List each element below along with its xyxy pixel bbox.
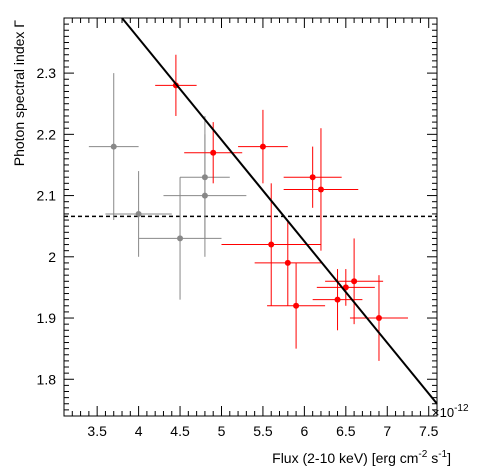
- x-axis-title: Flux (2-10 keV) [erg cm-2 s-1]: [272, 449, 451, 466]
- y-tick-label: 1.9: [37, 310, 57, 326]
- gray-data-point: [105, 171, 172, 257]
- y-tick-labels: 1.8 1.9 2 2.1 2.2 2.3: [37, 65, 57, 387]
- x-axis-exponent-power: -12: [454, 403, 469, 414]
- x-tick-label: 5: [218, 423, 226, 439]
- plot-area: [63, 17, 438, 417]
- gray-data-point: [163, 134, 247, 257]
- x-tick-labels: 3.5 4 4.5 5 5.5 6 6.5 7 7.5: [87, 423, 438, 439]
- x-tick-label: 5.5: [253, 423, 273, 439]
- x-axis-exponent-base: ×10: [432, 405, 454, 420]
- red-data-point: [267, 262, 326, 349]
- gray-data-point: [138, 177, 222, 300]
- data-marker: [334, 296, 341, 303]
- y-tick-label: 2.1: [37, 188, 57, 204]
- x-axis-exponent: ×10-12: [432, 403, 469, 420]
- x-tick-label: 7.5: [419, 423, 439, 439]
- red-data-point: [316, 269, 375, 306]
- red-data-point: [283, 128, 359, 251]
- red-data-point: [184, 122, 243, 184]
- y-tick-label: 2.2: [37, 126, 57, 142]
- red-data-point: [221, 183, 321, 306]
- data-marker: [309, 174, 316, 181]
- data-marker: [317, 186, 324, 193]
- y-axis-title: Photon spectral index Γ: [11, 20, 27, 167]
- data-marker: [201, 192, 208, 199]
- data-marker: [110, 143, 117, 150]
- x-axis-title-sup2: -1: [438, 449, 447, 460]
- red-data-point: [238, 109, 288, 184]
- x-tick-label: 7: [383, 423, 391, 439]
- data-marker: [351, 278, 358, 285]
- data-marker: [284, 259, 291, 266]
- red-data-point: [254, 220, 321, 306]
- x-tick-label: 3.5: [87, 423, 107, 439]
- data-marker: [135, 210, 142, 217]
- data-marker: [259, 143, 266, 150]
- x-tick-label: 4.5: [170, 423, 190, 439]
- y-tick-label: 1.8: [37, 371, 57, 387]
- x-axis-title-sup1: -2: [418, 449, 427, 460]
- data-marker: [293, 302, 300, 309]
- red-data-point: [283, 146, 342, 208]
- linear-fit-line: [121, 17, 438, 405]
- x-tick-label: 6: [300, 423, 308, 439]
- y-tick-label: 2: [48, 249, 56, 265]
- gray-data-point: [88, 73, 139, 221]
- x-axis-title-main: Flux (2-10 keV) [erg cm: [272, 450, 418, 466]
- red-data-point: [325, 238, 384, 325]
- x-tick-label: 4: [135, 423, 143, 439]
- x-axis-title-mid: s: [427, 450, 438, 466]
- red-data-point: [312, 269, 363, 331]
- data-points: [64, 17, 438, 405]
- red-data-point: [349, 275, 408, 361]
- data-marker: [375, 315, 382, 322]
- x-axis-title-end: ]: [447, 450, 451, 466]
- data-marker: [268, 241, 275, 248]
- data-marker: [177, 235, 184, 242]
- data-marker: [210, 149, 217, 156]
- y-tick-label: 2.3: [37, 65, 57, 81]
- x-tick-label: 6.5: [336, 423, 356, 439]
